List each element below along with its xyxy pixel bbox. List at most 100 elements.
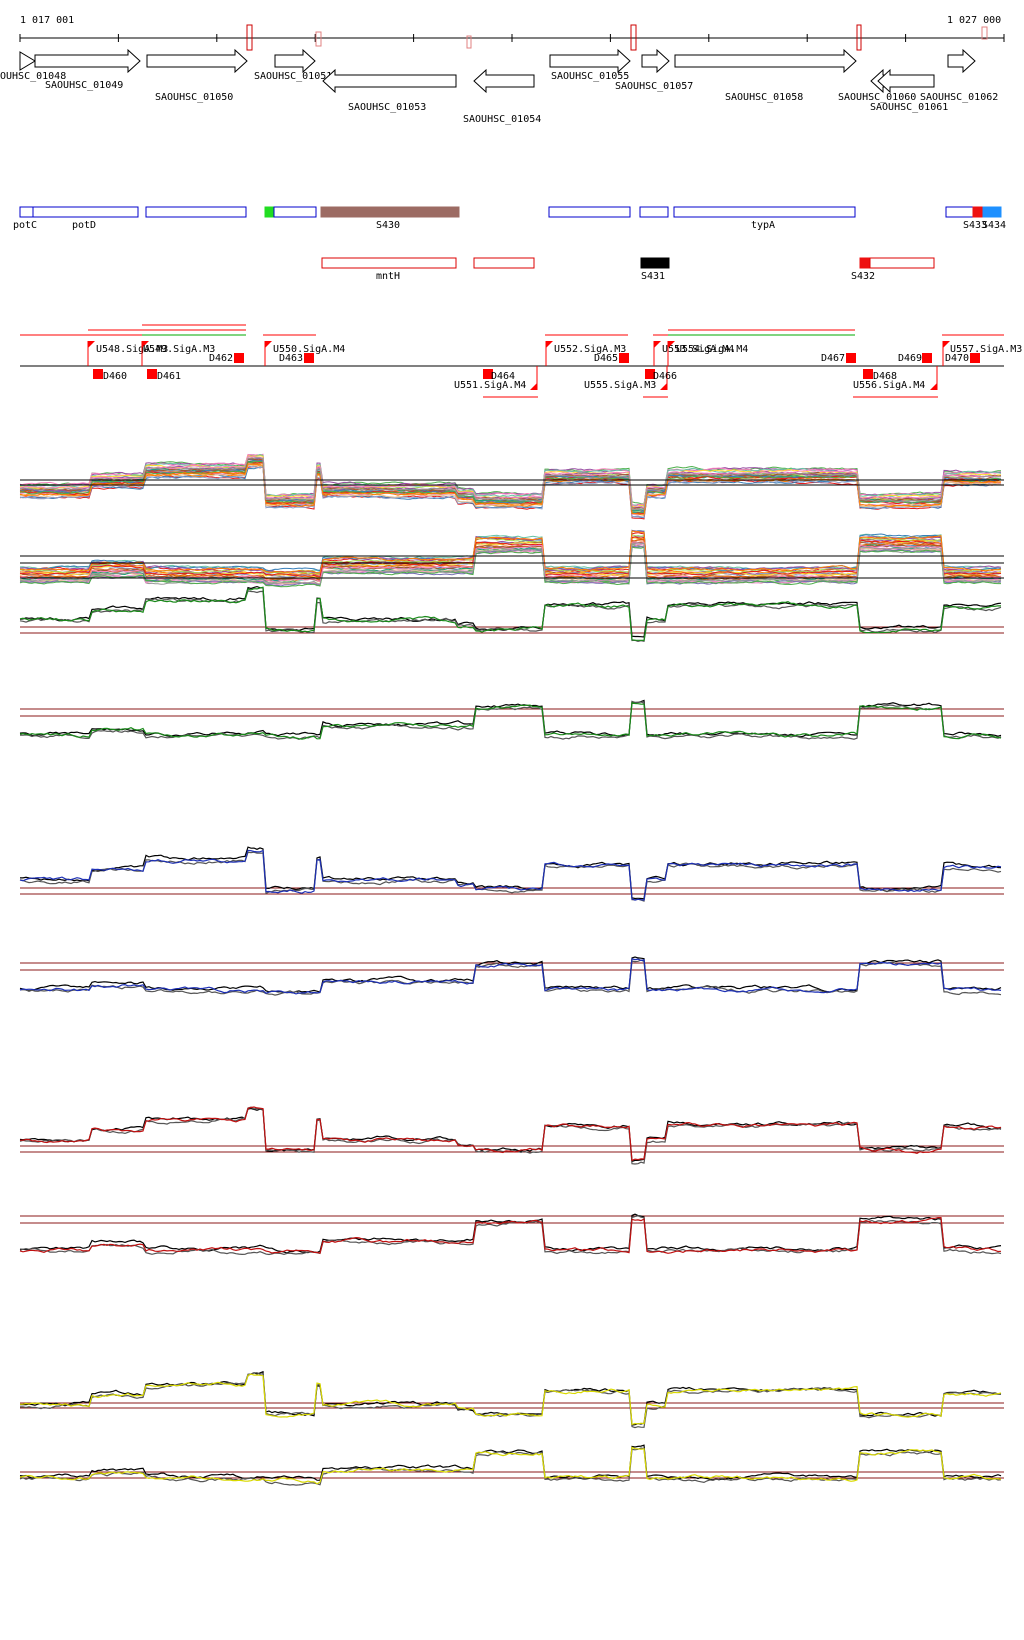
segment[interactable]: S432 [851,257,935,282]
segment-label: S431 [641,271,665,282]
promoter-label: U548.SigA.M3 [96,344,168,355]
gene-label: SAOUHSC_01055 [551,71,629,82]
terminator[interactable]: D469 [898,353,932,364]
promoter[interactable]: U554.SigA.M4 [667,341,748,366]
expression-trace [19,956,1002,994]
segment[interactable]: typA [673,206,856,231]
expression-trace [20,1370,1001,1426]
segment-label: potD [72,220,96,231]
terminator[interactable]: D463 [279,353,314,364]
promoter[interactable]: U556.SigA.M4 [853,366,938,391]
gene-label: OUHSC_01048 [0,71,66,82]
gene-arrow[interactable]: SAOUHSC_01057 [615,48,693,92]
segment[interactable]: S434 [982,206,1006,231]
terminator[interactable]: D466 [645,369,677,382]
expression-trace [19,1217,1002,1255]
expression-trace [19,465,1002,519]
blue-reverse-panel [19,956,1004,996]
segment[interactable]: S430 [320,206,460,231]
expression-trace [19,590,1002,643]
segment-label: S434 [982,220,1006,231]
expression-trace [20,1372,1002,1429]
terminator[interactable]: D460 [93,369,127,382]
ruler-ticks [19,34,1005,42]
promoter-label: U550.SigA.M4 [273,344,345,355]
coordinate-ruler: 1 017 001 1 027 000 [19,15,1005,51]
gene-arrow[interactable]: SAOUHSC_01055 [549,48,631,82]
terminator[interactable]: D468 [863,369,897,382]
segment-label: potC [13,220,37,231]
promoter[interactable]: U548.SigA.M3 [87,341,168,366]
gene-arrow[interactable]: OUHSC_01048 [0,51,66,82]
segment[interactable] [145,206,247,218]
expression-trace [19,699,1002,738]
gene-arrow[interactable]: SAOUHSC_01050 [146,48,248,103]
gene-arrow[interactable]: SAOUHSC_01053 [322,68,457,113]
expression-trace [19,460,1002,514]
segment[interactable] [639,206,669,218]
expression-trace [19,1106,1002,1165]
expression-trace [19,1213,1002,1254]
terminator[interactable]: D462 [209,353,244,364]
segment[interactable] [548,206,631,218]
ruler-start-label: 1 017 001 [20,15,74,26]
gene-arrow[interactable]: SAOUHSC_01051 [254,48,332,82]
expression-trace [19,542,1002,585]
terminator-label: D461 [157,371,181,382]
segment-marker-green[interactable] [264,206,275,218]
gene-arrow[interactable]: SAOUHSC_01054 [463,68,541,125]
expression-trace [19,702,1002,740]
promoter-label: U552.SigA.M3 [554,344,626,355]
promoter-label: U549.SigA.M3 [143,344,215,355]
promoter[interactable]: U551.SigA.M4 [454,366,538,391]
gene-arrow[interactable]: SAOUHSC_01062 [920,48,998,103]
terminator-label: D462 [209,353,233,364]
expression-panels [19,453,1004,1486]
terminator-label: D470 [945,353,969,364]
promoter[interactable]: U552.SigA.M3 [545,341,626,366]
all-conditions-forward-panel [19,453,1004,520]
segment[interactable]: mntH [321,257,457,282]
segment-label: S432 [851,271,875,282]
yellow-forward-panel [19,1370,1004,1429]
expression-trace [19,959,1002,996]
expression-trace [19,851,1002,902]
expression-trace [19,530,1002,574]
expression-trace [19,1444,1002,1481]
terminator[interactable]: D465 [594,353,629,364]
promoter[interactable]: U555.SigA.M3 [584,366,668,391]
segment-label: S430 [376,220,400,231]
terminator[interactable]: D464 [483,369,515,382]
segment[interactable] [273,206,317,218]
promoter-label: U556.SigA.M4 [853,380,925,391]
segment[interactable]: potD [32,206,139,231]
red-forward-panel [19,1106,1004,1165]
promoter[interactable]: U550.SigA.M4 [264,341,345,366]
gene-label: SAOUHSC_01062 [920,92,998,103]
gene-arrow[interactable]: SAOUHSC_01049 [34,48,141,91]
terminator[interactable]: D467 [821,353,856,364]
terminator-label: D464 [491,371,515,382]
terminator[interactable]: D461 [147,369,181,382]
red-reverse-panel [19,1213,1004,1256]
promoter-label: U555.SigA.M3 [584,380,656,391]
expression-trace [19,457,1002,511]
gene-label: SAOUHSC_01051 [254,71,332,82]
promoter[interactable]: U553.SigA.M4 [653,341,734,366]
promoter[interactable]: U557.SigA.M3 [942,341,1022,366]
segment-label: mntH [376,271,400,282]
segment[interactable]: S431 [640,257,670,282]
gene-arrow[interactable]: SAOUHSC_01061 [870,68,948,113]
expression-trace [19,534,1001,575]
ruler-end-label: 1 027 000 [947,15,1001,26]
terminator-label: D460 [103,371,127,382]
terminator[interactable]: D470 [945,353,980,364]
segment[interactable]: S433 [945,206,987,231]
expression-trace [19,458,1002,509]
promoter[interactable]: U549.SigA.M3 [141,341,215,366]
segment[interactable] [473,257,535,269]
gene-label: SAOUHSC_01061 [870,102,948,113]
gene-arrow[interactable]: SAOUHSC_01058 [674,48,857,103]
expression-trace [20,530,1002,574]
